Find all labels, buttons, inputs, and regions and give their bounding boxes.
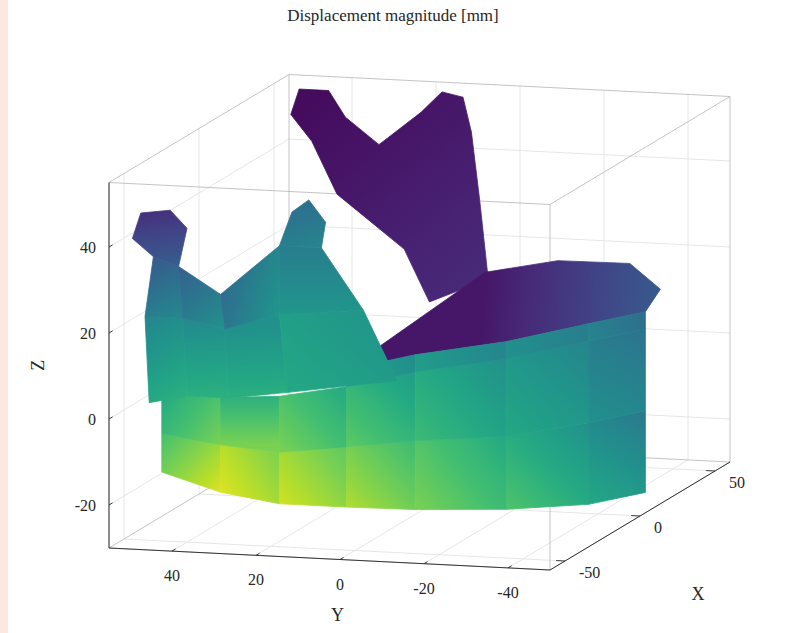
y-tick-label: -40 — [497, 584, 518, 601]
surface — [132, 89, 660, 510]
box-edge — [289, 75, 730, 97]
box-edge — [730, 97, 731, 463]
surface-patch — [162, 395, 221, 445]
surface-patch — [279, 447, 346, 507]
surface-patch — [132, 210, 187, 266]
z-tick-label: 20 — [80, 325, 96, 342]
surface-patch — [588, 411, 645, 505]
z-tick — [109, 417, 113, 419]
y-tick-label: 0 — [336, 576, 344, 593]
x-tick-label: 50 — [729, 474, 745, 491]
y-tick — [424, 562, 428, 564]
surface-patch — [588, 329, 645, 423]
surface-patch — [225, 315, 288, 398]
z-tick-label: 0 — [88, 411, 96, 428]
x-tick — [631, 515, 640, 516]
x-tick — [706, 470, 715, 471]
box-edge — [550, 97, 730, 205]
y-tick-label: 20 — [248, 571, 264, 588]
surface-patch — [183, 318, 229, 398]
x-tick-label: -50 — [579, 564, 600, 581]
x-axis-line — [550, 462, 730, 570]
surface-patch — [507, 324, 589, 359]
surface-patch — [588, 312, 645, 341]
y-tick — [256, 553, 260, 555]
surface-patch — [221, 396, 280, 452]
grid-line — [124, 174, 125, 540]
surface-patch — [221, 445, 280, 504]
surface-patch — [179, 267, 225, 330]
y-tick-label: 40 — [164, 567, 180, 584]
surface-patch — [221, 246, 280, 329]
y-tick — [340, 557, 344, 559]
surface-patch — [507, 423, 589, 510]
surface-patch — [415, 342, 507, 372]
x-tick-label: 0 — [654, 519, 662, 536]
surface-patch — [347, 441, 416, 510]
z-tick-label: -20 — [75, 497, 96, 514]
box-edge — [109, 183, 110, 549]
surface-patch — [279, 387, 346, 452]
z-tick — [109, 503, 113, 505]
z-axis-title: Z — [28, 360, 48, 371]
y-tick — [172, 549, 176, 551]
z-axis-line — [109, 183, 110, 549]
surface-patch — [279, 310, 397, 392]
z-tick-label: 40 — [80, 239, 96, 256]
x-tick — [556, 560, 565, 561]
y-axis-title: Y — [331, 605, 344, 625]
surface-patch — [415, 359, 507, 441]
x-axis-title: X — [692, 584, 705, 604]
surface-patch — [415, 436, 507, 509]
surface-patch — [279, 200, 325, 248]
y-tick-label: -20 — [413, 580, 434, 597]
surface-patch — [279, 246, 363, 315]
surface-patch — [145, 316, 187, 402]
z-tick — [109, 245, 113, 247]
box-edge — [109, 75, 289, 183]
chart: -50 0 50 -40 -20 0 20 40 -20 0 20 40 X Y Z Displacement… — [0, 0, 786, 633]
chart-title: Displacement magnitude [mm] — [287, 6, 499, 25]
z-tick — [109, 331, 113, 333]
box-edge — [109, 183, 550, 205]
grid-line — [289, 225, 730, 247]
grid-line — [688, 94, 689, 460]
edge-strip — [0, 0, 8, 633]
grid-line — [124, 539, 565, 561]
y-tick — [508, 566, 512, 568]
